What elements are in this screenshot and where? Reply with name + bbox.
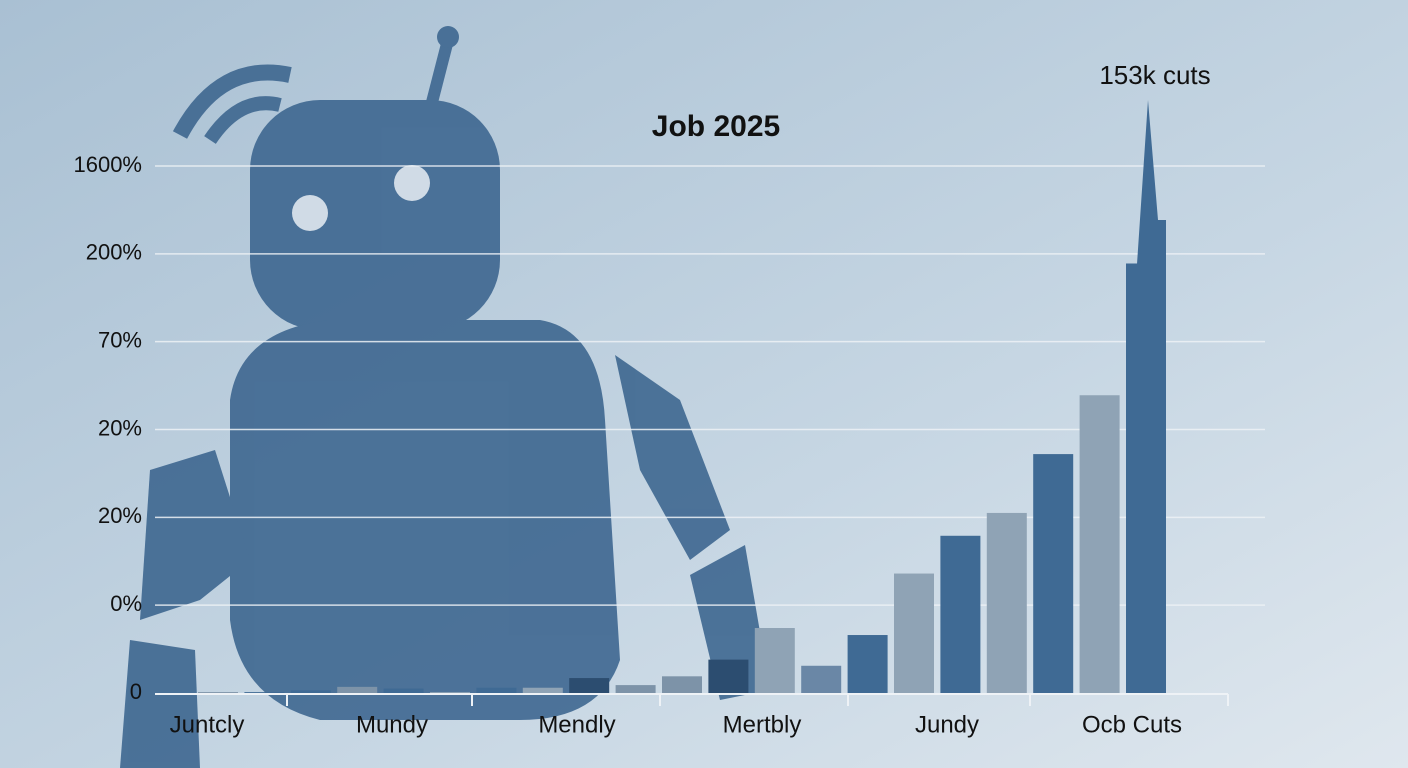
bar xyxy=(569,678,610,693)
bar xyxy=(383,688,424,693)
bar xyxy=(754,628,795,693)
bar xyxy=(986,512,1027,693)
bar xyxy=(430,692,470,693)
bar xyxy=(337,686,378,693)
y-tick-label: 20% xyxy=(98,503,142,528)
x-tick-label: Mertbly xyxy=(723,711,802,738)
bar xyxy=(476,687,517,693)
bar xyxy=(847,635,888,693)
bar xyxy=(198,692,238,693)
bar xyxy=(522,687,563,693)
bar xyxy=(615,685,656,693)
y-tick-label: 1600% xyxy=(73,152,142,177)
bar xyxy=(894,573,934,693)
robot-eye xyxy=(292,195,328,231)
x-tick-label: Mendly xyxy=(538,711,615,738)
bar xyxy=(1079,395,1120,693)
spike xyxy=(1137,100,1166,300)
x-tick-label: Ocb Cuts xyxy=(1082,711,1182,738)
y-tick-label: 70% xyxy=(98,327,142,352)
robot-silhouette xyxy=(120,26,770,768)
annotation: 153k cuts xyxy=(1099,60,1210,90)
bar xyxy=(708,659,749,693)
x-separators xyxy=(286,694,1229,706)
x-tick-label: Juntcly xyxy=(170,711,245,738)
bar xyxy=(290,690,331,693)
bar xyxy=(244,692,285,693)
y-tick-label: 200% xyxy=(86,240,142,265)
y-tick-label: 0 xyxy=(130,679,142,704)
y-tick-label: 0% xyxy=(110,591,142,616)
robot-eye xyxy=(394,165,430,201)
y-tick-label: 20% xyxy=(98,415,142,440)
bar xyxy=(1033,454,1074,693)
bar xyxy=(1126,263,1166,693)
chart-title: Job 2025 xyxy=(652,110,780,143)
x-tick-label: Mundy xyxy=(356,711,428,738)
x-tick-label: Jundy xyxy=(915,711,979,738)
bar xyxy=(662,676,702,693)
bar xyxy=(940,535,981,693)
bar xyxy=(801,665,842,693)
